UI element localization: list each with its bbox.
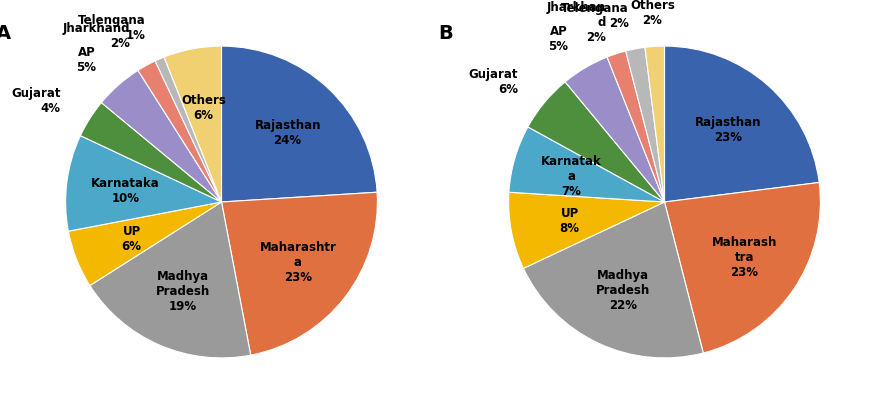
- Text: Maharashtr
a
23%: Maharashtr a 23%: [260, 240, 337, 283]
- Wedge shape: [664, 183, 820, 353]
- Wedge shape: [164, 47, 222, 202]
- Wedge shape: [66, 136, 221, 232]
- Text: AP
5%: AP 5%: [75, 46, 96, 74]
- Wedge shape: [607, 52, 664, 202]
- Wedge shape: [68, 202, 222, 286]
- Wedge shape: [509, 128, 664, 202]
- Text: UP
6%: UP 6%: [121, 224, 142, 252]
- Wedge shape: [101, 71, 222, 202]
- Text: Madhya
Pradesh
19%: Madhya Pradesh 19%: [156, 270, 210, 312]
- Text: Others
2%: Others 2%: [630, 0, 675, 27]
- Text: Jharkhan
d
2%: Jharkhan d 2%: [547, 0, 606, 43]
- Text: Madhya
Pradesh
22%: Madhya Pradesh 22%: [596, 268, 650, 311]
- Wedge shape: [626, 48, 664, 202]
- Wedge shape: [155, 58, 222, 202]
- Wedge shape: [138, 62, 222, 202]
- Wedge shape: [664, 47, 820, 202]
- Text: A: A: [0, 23, 11, 43]
- Text: Jharkhand
2%: Jharkhand 2%: [62, 22, 130, 50]
- Wedge shape: [89, 202, 251, 358]
- Text: Gujarat
4%: Gujarat 4%: [12, 87, 61, 115]
- Text: AP
5%: AP 5%: [548, 25, 568, 53]
- Wedge shape: [222, 47, 377, 202]
- Text: Karnatak
a
7%: Karnatak a 7%: [541, 154, 602, 197]
- Wedge shape: [528, 83, 664, 202]
- Wedge shape: [524, 202, 703, 358]
- Text: Karnataka
10%: Karnataka 10%: [91, 177, 160, 205]
- Text: Maharash
tra
23%: Maharash tra 23%: [711, 235, 777, 278]
- Text: Rajasthan
23%: Rajasthan 23%: [696, 116, 762, 144]
- Text: Telengana
2%: Telengana 2%: [561, 2, 629, 30]
- Wedge shape: [509, 193, 664, 269]
- Wedge shape: [645, 47, 664, 202]
- Text: Rajasthan
24%: Rajasthan 24%: [254, 118, 321, 146]
- Text: Gujarat
6%: Gujarat 6%: [469, 68, 518, 96]
- Text: UP
8%: UP 8%: [560, 207, 579, 234]
- Text: B: B: [439, 23, 454, 43]
- Text: Others
6%: Others 6%: [181, 94, 226, 122]
- Wedge shape: [81, 103, 222, 202]
- Wedge shape: [565, 58, 664, 202]
- Text: Telengana
1%: Telengana 1%: [78, 15, 146, 43]
- Wedge shape: [222, 193, 377, 355]
